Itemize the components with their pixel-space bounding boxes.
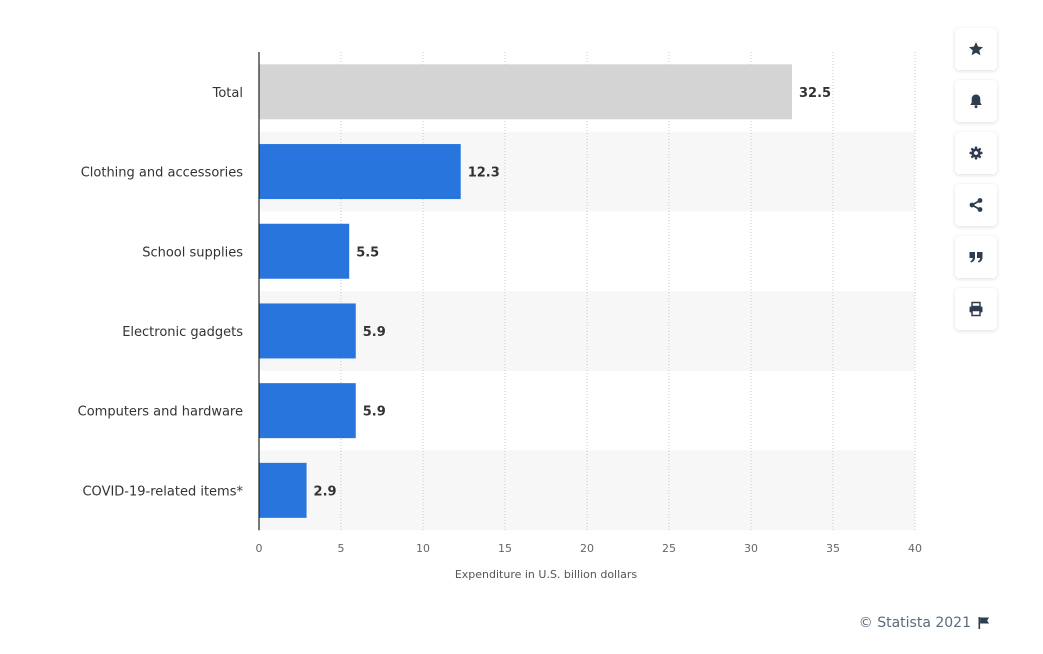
- star-icon: [969, 42, 983, 56]
- bars: [259, 64, 792, 518]
- value-label: 12.3: [468, 166, 500, 181]
- category-label: Electronic gadgets: [122, 325, 243, 340]
- x-tick-label: 10: [416, 542, 430, 555]
- category-label: Clothing and accessories: [81, 166, 244, 181]
- x-tick-label: 20: [580, 542, 594, 555]
- credit-text: © Statista 2021: [858, 615, 971, 631]
- value-label: 2.9: [314, 484, 337, 499]
- bar: [259, 303, 356, 359]
- x-tick-label: 5: [338, 542, 345, 555]
- bar: [259, 383, 356, 439]
- bar: [259, 144, 461, 200]
- statista-credit[interactable]: © Statista 2021: [859, 615, 991, 631]
- category-label: School supplies: [142, 245, 243, 260]
- value-labels: 32.5 12.3 5.5 5.9 5.9 2.9: [314, 86, 832, 500]
- chart-toolbar: [955, 28, 999, 340]
- x-axis-title: Expenditure in U.S. billion dollars: [455, 568, 638, 581]
- bar: [259, 64, 792, 120]
- bar: [259, 462, 307, 518]
- print-button[interactable]: [955, 288, 997, 330]
- x-tick-label: 30: [744, 542, 758, 555]
- x-tick-label: 0: [256, 542, 263, 555]
- x-tick-labels: 0 5 10 15 20 25 30 35 40: [256, 542, 923, 555]
- share-button[interactable]: [955, 184, 997, 226]
- favorite-button[interactable]: [955, 28, 997, 70]
- value-label: 5.9: [363, 405, 386, 420]
- value-label: 5.9: [363, 325, 386, 340]
- bell-icon: [970, 94, 982, 109]
- printer-icon: [969, 301, 983, 317]
- share-icon: [969, 198, 983, 212]
- notification-button[interactable]: [955, 80, 997, 122]
- x-tick-label: 40: [908, 542, 922, 555]
- bar: [259, 223, 350, 279]
- value-label: 32.5: [799, 86, 831, 101]
- x-tick-label: 35: [826, 542, 840, 555]
- category-label: COVID-19-related items*: [82, 484, 243, 499]
- gear-icon: [969, 146, 983, 160]
- category-label: Computers and hardware: [78, 405, 243, 420]
- category-label: Total: [212, 86, 243, 101]
- quote-icon: [969, 252, 983, 263]
- settings-button[interactable]: [955, 132, 997, 174]
- value-label: 5.5: [356, 245, 379, 260]
- category-labels: Total Clothing and accessories School supp…: [78, 86, 244, 500]
- x-tick-label: 15: [498, 542, 512, 555]
- flag-icon: [978, 617, 990, 629]
- cite-button[interactable]: [955, 236, 997, 278]
- x-tick-label: 25: [662, 542, 676, 555]
